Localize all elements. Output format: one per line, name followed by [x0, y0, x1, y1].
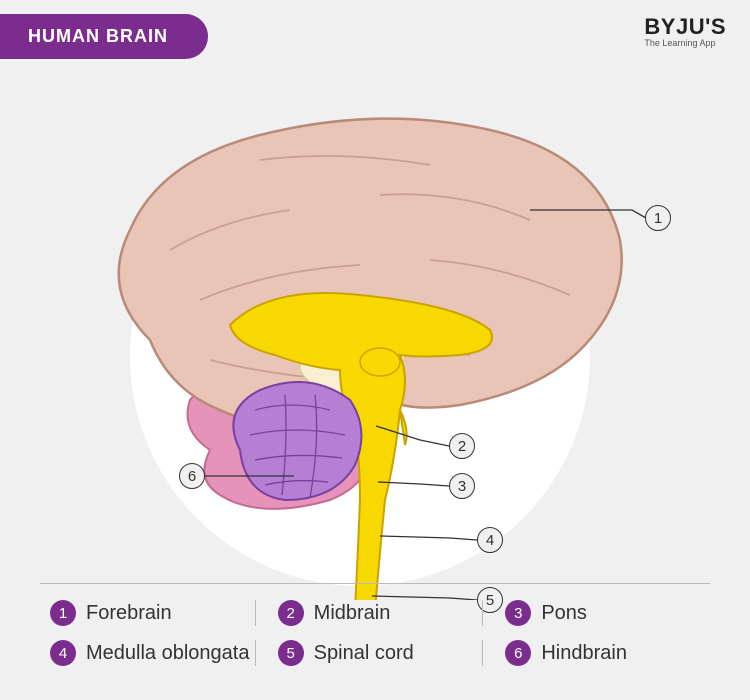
legend-num: 1 — [50, 600, 76, 626]
legend-label: Pons — [541, 602, 587, 625]
marker-3: 3 — [449, 473, 475, 499]
legend-label: Forebrain — [86, 602, 172, 625]
legend-item: 4 Medulla oblongata — [40, 640, 255, 666]
cerebellum-shape — [233, 382, 361, 500]
legend-item: 5 Spinal cord — [255, 640, 483, 666]
legend-item: 3 Pons — [482, 600, 710, 626]
legend-num: 5 — [278, 640, 304, 666]
marker-4: 4 — [477, 527, 503, 553]
legend-item: 1 Forebrain — [40, 600, 255, 626]
legend-label: Midbrain — [314, 602, 391, 625]
legend-row: 1 Forebrain 2 Midbrain 3 Pons — [40, 600, 710, 626]
legend-num: 2 — [278, 600, 304, 626]
legend-num: 3 — [505, 600, 531, 626]
title-badge: HUMAN BRAIN — [0, 14, 208, 59]
legend-num: 6 — [505, 640, 531, 666]
legend-label: Medulla oblongata — [86, 642, 249, 665]
brand-logo: BYJU'S The Learning App — [644, 14, 726, 48]
legend: 1 Forebrain 2 Midbrain 3 Pons 4 Medulla … — [40, 583, 710, 680]
brand-tagline: The Learning App — [644, 38, 726, 48]
marker-2: 2 — [449, 433, 475, 459]
legend-num: 4 — [50, 640, 76, 666]
legend-label: Spinal cord — [314, 642, 414, 665]
diagram-area: 1 2 3 4 5 6 — [0, 60, 750, 580]
legend-item: 6 Hindbrain — [482, 640, 710, 666]
brain-diagram — [60, 100, 680, 600]
legend-label: Hindbrain — [541, 642, 627, 665]
legend-item: 2 Midbrain — [255, 600, 483, 626]
yellow-bulb — [360, 348, 400, 376]
page-title: HUMAN BRAIN — [28, 26, 168, 46]
brand-name: BYJU'S — [644, 14, 726, 40]
marker-1: 1 — [645, 205, 671, 231]
marker-6: 6 — [179, 463, 205, 489]
legend-row: 4 Medulla oblongata 5 Spinal cord 6 Hind… — [40, 640, 710, 666]
